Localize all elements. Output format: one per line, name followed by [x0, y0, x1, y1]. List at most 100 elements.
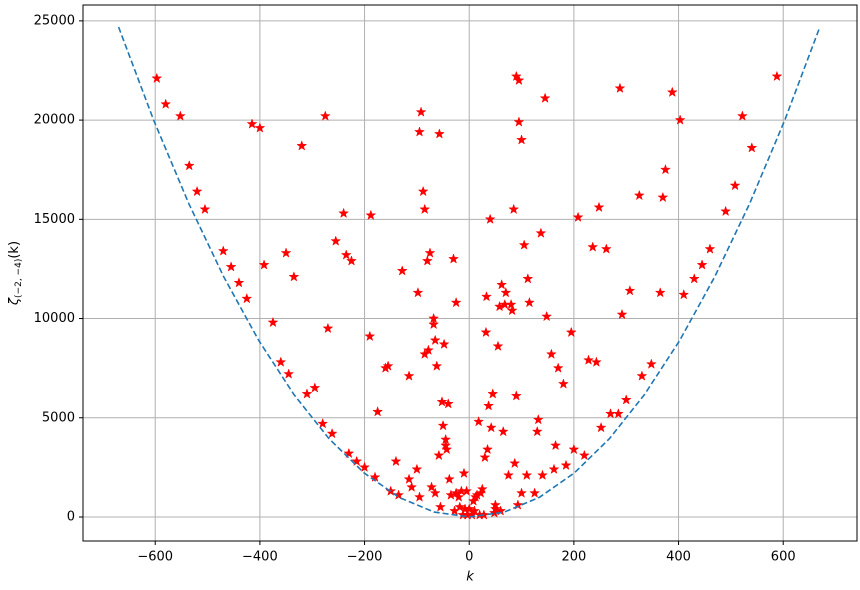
point [433, 128, 445, 139]
x-tick-label: −400 [242, 550, 278, 565]
point [429, 487, 441, 498]
point [624, 284, 636, 296]
point [421, 255, 433, 266]
point [489, 503, 501, 514]
point [502, 469, 514, 480]
point [535, 227, 547, 238]
point [233, 277, 245, 288]
point [654, 286, 666, 298]
point [720, 205, 732, 217]
y-label-symbol: ζ [7, 297, 22, 306]
point [516, 487, 528, 498]
point [645, 358, 657, 369]
point [550, 439, 562, 451]
point [666, 86, 678, 97]
point [338, 207, 350, 219]
point [288, 271, 300, 282]
point [473, 415, 485, 427]
point [633, 189, 645, 201]
point [729, 179, 741, 191]
point [500, 286, 512, 298]
y-label-subscript: (−2, −4) [14, 259, 24, 298]
point [330, 235, 342, 246]
point [508, 203, 520, 215]
point [406, 481, 418, 492]
point [539, 92, 551, 103]
point [521, 469, 533, 480]
point [419, 348, 431, 359]
point [319, 110, 331, 121]
point [595, 421, 607, 433]
point [151, 72, 163, 84]
point [492, 340, 504, 351]
point [438, 338, 450, 350]
point [191, 185, 203, 197]
point [359, 461, 371, 473]
point [510, 390, 522, 401]
point [565, 326, 577, 338]
point [545, 348, 557, 359]
point [390, 455, 402, 467]
point [428, 318, 440, 330]
point [620, 394, 632, 405]
point [442, 398, 454, 409]
y-tick-label: 20000 [34, 113, 75, 128]
y-label-argument: (k) [7, 241, 22, 259]
point [497, 425, 509, 437]
point [275, 356, 287, 367]
point [415, 106, 427, 117]
point [440, 433, 452, 445]
point [309, 382, 321, 393]
x-tick-label: 200 [561, 550, 586, 565]
point [364, 330, 376, 342]
point [431, 360, 443, 371]
y-tick-label: 0 [67, 509, 75, 524]
plot-frame [82, 4, 858, 542]
x-tick-label: 0 [465, 550, 473, 565]
point [458, 467, 470, 478]
point [481, 290, 492, 302]
point [351, 455, 363, 467]
point [340, 249, 352, 260]
point [674, 114, 686, 125]
point [771, 70, 783, 82]
point [688, 273, 700, 284]
point [516, 134, 528, 145]
point [365, 209, 377, 221]
point [479, 451, 491, 463]
point [301, 388, 313, 399]
point [382, 360, 394, 371]
point [417, 185, 429, 197]
point [160, 98, 172, 109]
point [436, 396, 448, 407]
point [258, 259, 270, 270]
point [424, 247, 436, 258]
point [483, 400, 495, 411]
point [485, 421, 497, 433]
point [461, 485, 473, 496]
point [217, 245, 229, 256]
point [659, 163, 671, 175]
point [476, 483, 488, 494]
point [518, 239, 530, 250]
point [296, 140, 308, 151]
point [616, 308, 628, 320]
y-tick-label: 5000 [42, 410, 75, 425]
point [372, 406, 384, 417]
point [343, 447, 355, 459]
x-tick-label: −200 [347, 550, 383, 565]
point [704, 243, 716, 254]
point [736, 110, 748, 121]
x-tick-label: −600 [137, 550, 173, 565]
point [480, 326, 492, 338]
point [678, 288, 690, 300]
x-tick-label: 400 [666, 550, 691, 565]
point [174, 110, 186, 121]
point [513, 116, 525, 127]
point [482, 443, 494, 455]
point [532, 413, 544, 425]
point [657, 191, 669, 203]
point [548, 463, 560, 475]
point [696, 259, 708, 270]
